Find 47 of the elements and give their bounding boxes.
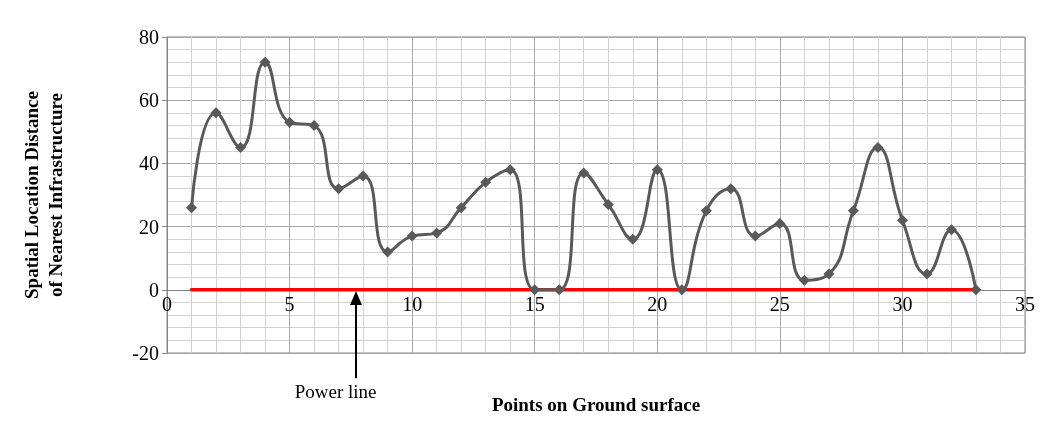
- point: [480, 176, 492, 188]
- point: [602, 198, 614, 210]
- x-tick-label: 15: [524, 292, 545, 315]
- point: [186, 202, 198, 214]
- point: [259, 56, 271, 68]
- point: [945, 224, 957, 236]
- y-tick-label: 40: [139, 152, 159, 175]
- y-tick-label: -20: [132, 342, 159, 364]
- point: [774, 217, 786, 229]
- point: [725, 183, 737, 195]
- point: [896, 214, 908, 226]
- y-tick-label: 60: [139, 89, 159, 112]
- y-tick-label: 80: [139, 26, 159, 48]
- x-axis-title: Points on Ground surface: [491, 394, 701, 415]
- point: [921, 268, 933, 280]
- point: [235, 142, 247, 154]
- point: [578, 167, 590, 179]
- y-axis-title: Spatial Location Distance of Nearest Infrastructure: [20, 91, 66, 299]
- point: [382, 246, 394, 258]
- point: [970, 284, 982, 296]
- point: [504, 164, 516, 176]
- point: [333, 183, 345, 195]
- x-tick-label: 30: [892, 292, 913, 315]
- point: [798, 274, 810, 286]
- point: [847, 205, 859, 217]
- point: [700, 205, 712, 217]
- point: [308, 119, 320, 131]
- y-tick-label: 20: [139, 215, 159, 238]
- point: [284, 116, 296, 128]
- point: [872, 142, 884, 154]
- point: [823, 268, 835, 280]
- point: [431, 227, 443, 239]
- text: Power line: [294, 381, 377, 402]
- point: [357, 170, 369, 182]
- point: [651, 164, 663, 176]
- point: [406, 230, 418, 242]
- x-tick-label: 35: [1015, 292, 1035, 315]
- x-tick-label: 5: [284, 292, 295, 315]
- point: [210, 107, 222, 119]
- x-tick-label: 25: [769, 292, 790, 315]
- point: [676, 284, 688, 296]
- x-tick-label: 20: [647, 292, 668, 315]
- point: [455, 202, 467, 214]
- y-tick-label: 0: [149, 278, 159, 301]
- point: [749, 230, 761, 242]
- x-tick-label: 10: [402, 292, 423, 315]
- point: [627, 233, 639, 245]
